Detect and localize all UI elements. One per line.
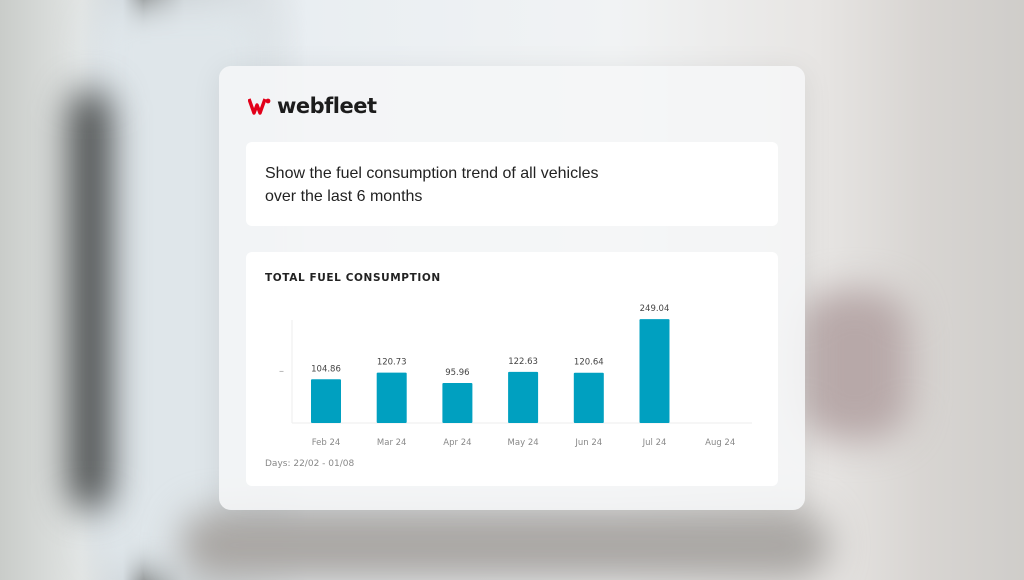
- bar-feb-24: [311, 379, 341, 423]
- brand-name: webfleet: [277, 94, 377, 118]
- background-desk: [180, 510, 830, 580]
- x-tick-label: May 24: [508, 438, 539, 448]
- bar-may-24: [508, 371, 539, 423]
- assistant-panel: webfleet Show the fuel consumption trend…: [219, 66, 805, 510]
- x-tick-label: Apr 24: [443, 438, 471, 448]
- x-tick-label: Feb 24: [312, 438, 341, 448]
- bar-mar-24: [376, 372, 407, 423]
- bar-chart: – 104.86 Feb 24 120.73 Mar 24 95.96 Apr 24 122.…: [279, 304, 752, 448]
- bar-apr-24: [442, 382, 473, 423]
- data-label: 122.63: [508, 357, 538, 367]
- chart-date-range: Days: 22/02 - 01/08: [265, 459, 355, 469]
- x-tick-label: Jul 24: [642, 438, 667, 448]
- prompt-line-2: over the last 6 months: [265, 188, 423, 205]
- background-chair: [800, 290, 910, 440]
- y-tick-label: –: [279, 366, 284, 377]
- data-label: 249.04: [640, 304, 670, 314]
- x-tick-label: Jun 24: [574, 438, 602, 448]
- webfleet-mark-icon: [248, 98, 271, 115]
- fuel-chart-card: TOTAL FUEL CONSUMPTION – 104.86 Feb 24 120.…: [246, 252, 778, 486]
- data-label: 104.86: [311, 364, 341, 374]
- data-label: 120.64: [574, 358, 604, 368]
- user-prompt: Show the fuel consumption trend of all v…: [246, 142, 778, 226]
- prompt-line-1: Show the fuel consumption trend of all v…: [265, 165, 599, 182]
- bar-jun-24: [573, 372, 604, 423]
- webfleet-logo: webfleet: [248, 94, 377, 118]
- bar-jul-24: [639, 319, 670, 423]
- chart-title: TOTAL FUEL CONSUMPTION: [265, 272, 441, 284]
- data-label: 95.96: [445, 368, 469, 378]
- background-shelf: [70, 90, 110, 510]
- data-label: 120.73: [377, 358, 407, 368]
- x-tick-label: Mar 24: [377, 438, 407, 448]
- x-tick-label: Aug 24: [705, 438, 735, 448]
